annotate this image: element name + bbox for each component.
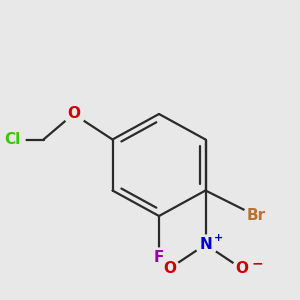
Text: F: F [154, 250, 164, 266]
Text: O: O [67, 106, 80, 122]
Text: +: + [214, 233, 223, 243]
Text: O: O [163, 261, 176, 276]
Text: N: N [199, 237, 212, 252]
Text: O: O [235, 261, 248, 276]
Text: Br: Br [247, 208, 266, 224]
Text: −: − [251, 256, 263, 270]
Text: Cl: Cl [4, 132, 20, 147]
